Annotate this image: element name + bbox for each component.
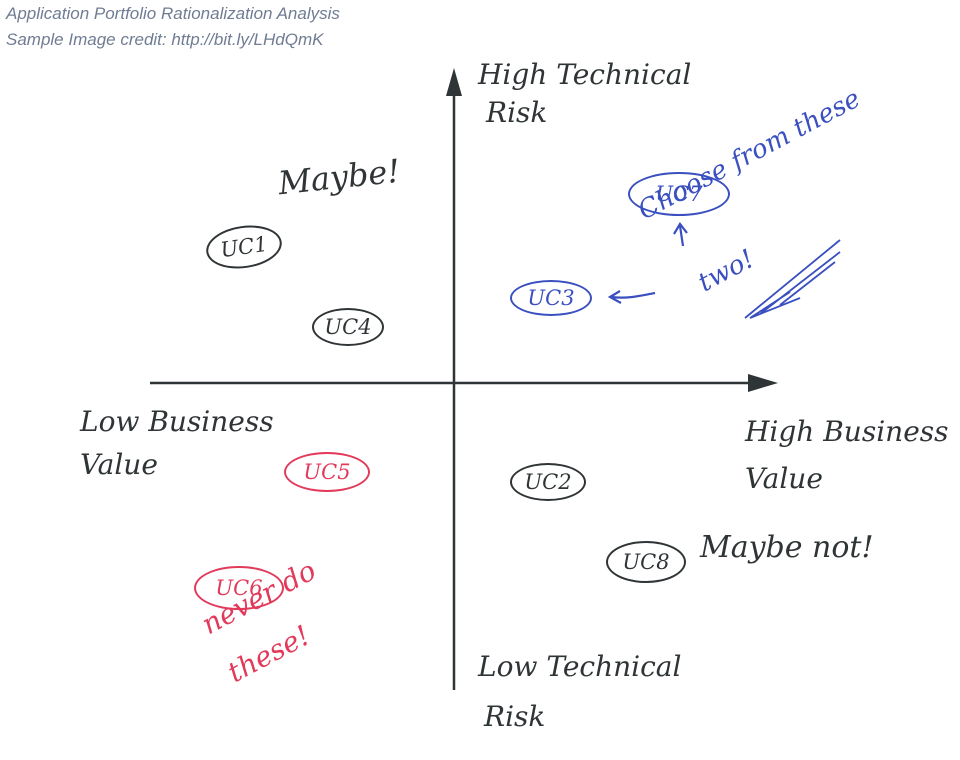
blue-scribble	[744, 239, 841, 319]
uc8-oval: UC8	[606, 541, 686, 583]
diagram-title: Application Portfolio Rationalization An…	[6, 4, 340, 23]
y-bottom-label-line1: Low Technical	[478, 650, 682, 683]
uc3-oval: UC3	[510, 280, 592, 316]
uc5-oval: UC5	[284, 452, 370, 492]
arrow-to-uc7	[678, 225, 685, 247]
y-top-label-line1: High Technical	[478, 58, 692, 91]
uc6-oval: UC6	[194, 566, 284, 610]
arrow-to-uc7-head	[673, 222, 688, 235]
arrow-to-uc3	[611, 291, 656, 299]
y-bottom-label-line2: Risk	[484, 700, 546, 733]
uc2-oval: UC2	[510, 463, 586, 501]
uc7-oval: UC7	[628, 172, 730, 216]
y-axis-arrowhead	[446, 68, 462, 96]
x-right-label-line1: High Business	[745, 415, 949, 448]
uc4-oval: UC4	[312, 308, 384, 346]
x-axis-arrowhead	[748, 374, 778, 392]
x-left-label-line1: Low Business	[80, 405, 274, 438]
x-left-label-line2: Value	[80, 448, 158, 481]
x-right-label-line2: Value	[745, 462, 823, 495]
maybe-not-note: Maybe not!	[700, 530, 874, 565]
image-credit: Sample Image credit: http://bit.ly/LHdQm…	[6, 30, 324, 49]
arrow-to-uc3-head	[607, 290, 622, 304]
y-top-label-line2: Risk	[486, 96, 548, 129]
